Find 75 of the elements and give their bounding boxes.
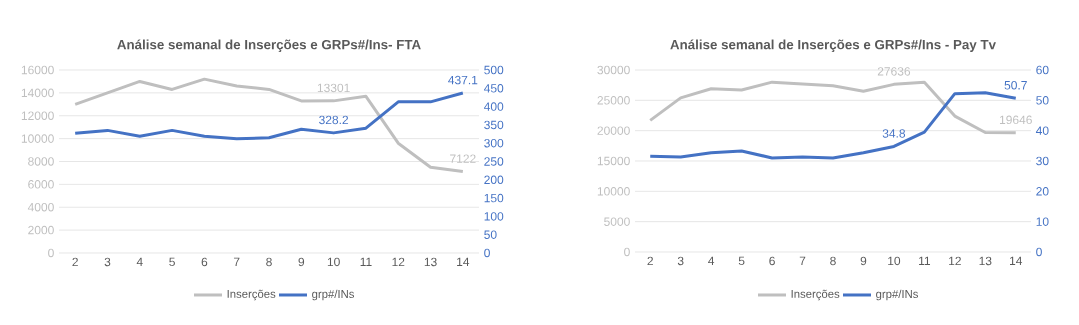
x-tick-label: 9 (860, 256, 867, 266)
x-tick-label: 6 (769, 256, 775, 266)
x-tick-label: 8 (830, 256, 836, 266)
y-tick-label: 8000 (28, 157, 54, 166)
data-label: 19646 (999, 115, 1032, 125)
y-tick-label: 0 (48, 248, 54, 258)
y2-tick-label: 20 (1036, 187, 1049, 196)
x-tick-label: 7 (799, 256, 806, 265)
y-tick-label: 0 (624, 247, 630, 257)
x-tick-label: 5 (169, 257, 175, 267)
x-tick-label: 11 (919, 256, 931, 265)
legend-label: grp#/INs (312, 289, 355, 301)
y2-tick-label: 200 (484, 175, 504, 185)
y2-tick-label: 450 (483, 84, 504, 93)
x-tick-label: 4 (708, 256, 715, 265)
y-tick-label: 14000 (21, 88, 54, 98)
y-tick-label: 20000 (597, 126, 630, 135)
legend-label: grp#/INs (876, 289, 918, 301)
y2-tick-label: 300 (484, 138, 504, 148)
legend-label: Inserções (791, 289, 840, 301)
y2-tick-label: 0 (484, 248, 490, 258)
x-tick-label: 12 (392, 257, 405, 267)
x-tick-label: 12 (949, 256, 961, 266)
x-tick-label: 2 (647, 256, 653, 266)
chart-title: Análise semanal de Inserções e GRPs#/Ins- FTA (117, 39, 421, 52)
x-tick-label: 4 (136, 257, 143, 266)
y-tick-label: 15000 (597, 156, 630, 166)
x-tick-label: 9 (298, 257, 305, 267)
legend-label: Inserções (227, 289, 276, 301)
x-tick-label: 7 (233, 257, 240, 266)
y-tick-label: 4000 (27, 202, 54, 212)
x-tick-label: 6 (201, 257, 208, 267)
y-tick-label: 10000 (21, 134, 54, 143)
x-tick-label: 8 (266, 257, 272, 267)
x-tick-label: 3 (104, 257, 111, 267)
y-tick-label: 30000 (597, 65, 630, 75)
x-tick-label: 14 (1010, 256, 1023, 265)
y2-tick-label: 150 (484, 193, 504, 203)
y2-tick-label: 250 (484, 157, 504, 166)
chart-title: Análise semanal de Inserções e GRPs#/Ins - Pay Tv (670, 39, 996, 52)
y-tick-label: 2000 (28, 225, 54, 235)
x-tick-label: 2 (72, 257, 78, 267)
x-tick-label: 11 (360, 257, 372, 266)
data-label: 328.2 (319, 115, 349, 125)
x-tick-label: 3 (677, 256, 684, 266)
data-label: 13301 (317, 83, 350, 93)
y2-tick-label: 0 (1036, 247, 1042, 257)
y-tick-label: 12000 (21, 111, 54, 120)
x-tick-label: 10 (888, 256, 901, 266)
data-label: 27636 (877, 67, 911, 76)
y-tick-label: 6000 (28, 180, 54, 189)
y-tick-label: 10000 (597, 187, 630, 196)
y-tick-label: 16000 (21, 65, 54, 75)
y2-tick-label: 60 (1036, 65, 1049, 75)
x-tick-label: 13 (424, 257, 437, 267)
data-label: 7122 (450, 154, 476, 163)
y2-tick-label: 30 (1036, 156, 1049, 166)
y2-tick-label: 10 (1036, 217, 1049, 226)
y2-tick-label: 100 (484, 212, 504, 221)
y2-tick-label: 40 (1035, 126, 1049, 135)
y-tick-label: 5000 (604, 217, 630, 226)
y2-tick-label: 350 (484, 120, 504, 130)
y2-tick-label: 50 (1036, 96, 1049, 105)
x-tick-label: 14 (457, 257, 470, 266)
line-series (73, 91, 465, 141)
x-tick-label: 5 (738, 256, 745, 266)
x-tick-label: 10 (327, 257, 340, 267)
y-tick-label: 25000 (597, 96, 630, 105)
y2-tick-label: 400 (483, 102, 504, 111)
y2-tick-label: 50 (484, 230, 497, 239)
y2-tick-label: 500 (484, 65, 504, 75)
data-label: 50.7 (1004, 81, 1027, 90)
x-tick-label: 13 (979, 256, 992, 266)
data-label: 34.8 (882, 129, 906, 138)
data-label: 437.1 (448, 75, 478, 85)
